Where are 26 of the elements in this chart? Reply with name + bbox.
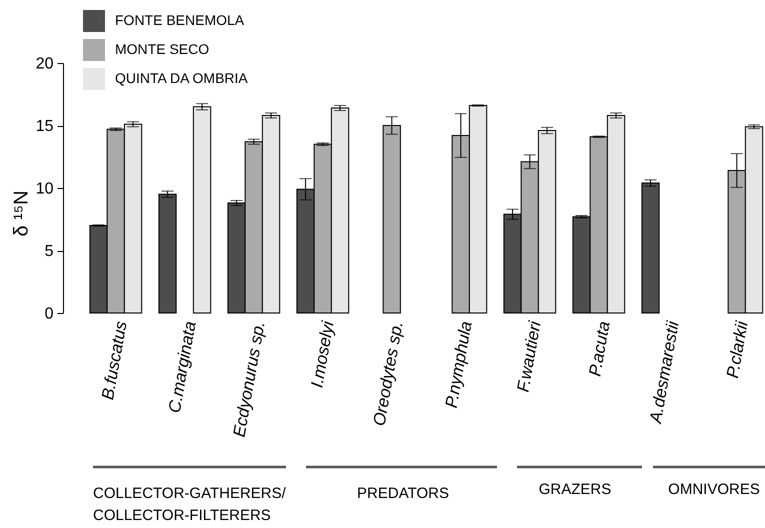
bar: [641, 182, 660, 314]
x-tick-label: A.desmarestii: [646, 318, 683, 426]
x-tick-label: C.marginata: [164, 320, 200, 414]
y-axis-title: δ ¹⁵N: [10, 190, 32, 237]
x-tick-label: P.clarkii: [722, 318, 752, 380]
y-tick-label: 20: [36, 56, 54, 72]
x-tick-label: I.moselyi: [307, 318, 338, 390]
legend-label: QUINTA DA OMBRIA: [115, 70, 248, 86]
text: PREDATORS: [357, 485, 449, 502]
x-tick-label: Oreodytes sp.: [370, 320, 407, 428]
text: COLLECTOR-GATHERERS/ COLLECTOR-FILTERERS: [93, 485, 287, 524]
x-tick-label: P.acuta: [585, 320, 614, 378]
y-tick-label: 10: [36, 180, 54, 198]
x-tick-label: P.nymphula: [442, 320, 476, 410]
text: GRAZERS: [538, 481, 612, 498]
text: OMNIVORES: [668, 481, 760, 498]
x-tick-label: F.wautieri: [514, 318, 545, 394]
x-tick-label: Ecdyonurus sp.: [230, 320, 269, 438]
y-tick-label: 15: [36, 118, 54, 135]
bar: [192, 106, 212, 314]
y-tick-label: 5: [44, 243, 54, 260]
legend-label: MONTE SECO: [115, 41, 210, 57]
x-tick-label: B.fuscatus: [98, 319, 131, 402]
bar: [158, 194, 177, 314]
legend-label: FONTE BENEMOLA: [115, 12, 245, 28]
y-tick-label: 0: [44, 306, 54, 322]
